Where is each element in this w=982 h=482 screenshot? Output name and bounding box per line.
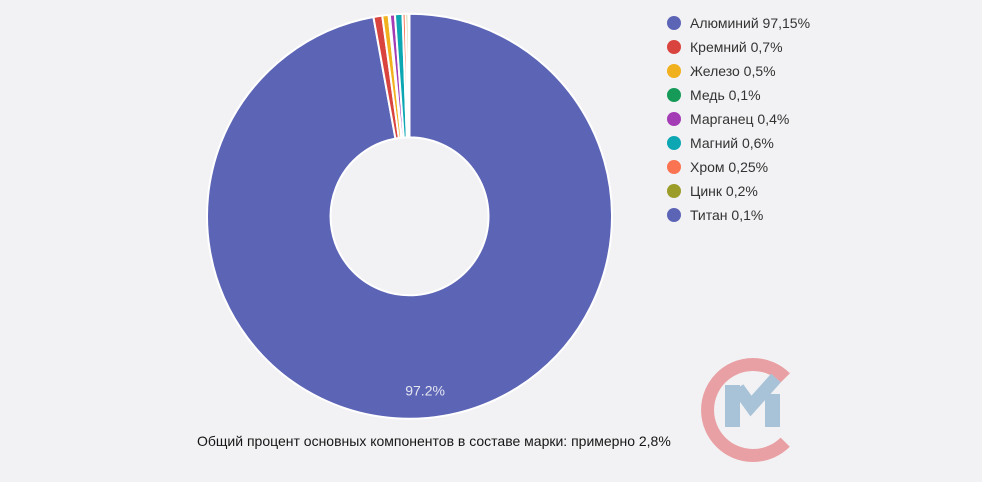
legend-swatch-icon [667, 159, 681, 174]
logo-letter-c [701, 358, 790, 462]
chart-caption: Общий процент основных компонентов в сос… [197, 433, 671, 449]
legend-swatch-icon [667, 135, 681, 150]
legend-item-9[interactable]: Титан 0,1% [667, 206, 810, 223]
legend-swatch-icon [667, 183, 681, 198]
legend-label: Железо 0,5% [690, 62, 776, 79]
legend-label: Титан 0,1% [690, 206, 764, 223]
legend-label: Медь 0,1% [690, 86, 761, 103]
legend-swatch-icon [667, 39, 681, 54]
legend-swatch-icon [667, 15, 681, 30]
legend: Алюминий 97,15% Кремний 0,7% Железо 0,5% Ме… [667, 14, 810, 230]
legend-swatch-icon [667, 63, 681, 78]
legend-label: Алюминий 97,15% [690, 14, 811, 31]
legend-label: Марганец 0,4% [690, 110, 790, 127]
pie-slice-9[interactable] [407, 12, 411, 139]
legend-item-7[interactable]: Хром 0,25% [667, 158, 810, 175]
legend-item-6[interactable]: Магний 0,6% [667, 134, 810, 151]
legend-swatch-icon [667, 207, 681, 222]
legend-item-3[interactable]: Железо 0,5% [667, 62, 810, 79]
logo-letter-m-right-bar [765, 394, 780, 427]
legend-label: Магний 0,6% [690, 134, 774, 151]
legend-item-2[interactable]: Кремний 0,7% [667, 38, 810, 55]
legend-item-4[interactable]: Медь 0,1% [667, 86, 810, 103]
cm-monogram-logo [701, 358, 792, 462]
slice-percentage-label: 97.2% [405, 383, 445, 399]
legend-item-5[interactable]: Марганец 0,4% [667, 110, 810, 127]
logo-letter-m-checkmark [732, 373, 781, 417]
legend-item-8[interactable]: Цинк 0,2% [667, 182, 810, 199]
legend-label: Цинк 0,2% [690, 182, 758, 199]
pie-slice-1[interactable] [206, 12, 614, 420]
legend-swatch-icon [667, 87, 681, 102]
legend-label: Хром 0,25% [690, 158, 769, 175]
legend-label: Кремний 0,7% [690, 38, 783, 55]
legend-swatch-icon [667, 111, 681, 126]
legend-item-1[interactable]: Алюминий 97,15% [667, 14, 810, 31]
